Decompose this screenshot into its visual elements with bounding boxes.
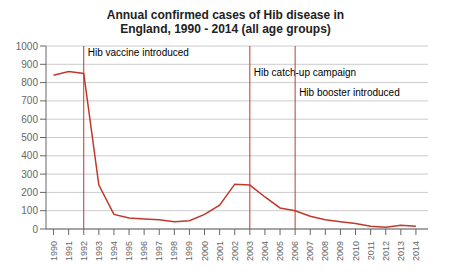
- svg-text:2009: 2009: [335, 241, 345, 261]
- svg-text:2005: 2005: [275, 241, 285, 261]
- svg-text:400: 400: [21, 150, 38, 161]
- svg-text:1995: 1995: [124, 241, 134, 261]
- svg-text:2007: 2007: [305, 241, 315, 261]
- svg-text:1997: 1997: [154, 241, 164, 261]
- svg-text:Hib booster introduced: Hib booster introduced: [299, 87, 400, 98]
- svg-text:2000: 2000: [200, 241, 210, 261]
- svg-text:2001: 2001: [215, 241, 225, 261]
- svg-text:1999: 1999: [184, 241, 194, 261]
- svg-text:Hib vaccine introduced: Hib vaccine introduced: [88, 47, 189, 58]
- svg-text:2004: 2004: [260, 241, 270, 261]
- svg-text:500: 500: [21, 132, 38, 143]
- svg-text:Hib catch-up campaign: Hib catch-up campaign: [254, 67, 356, 78]
- svg-text:2008: 2008: [320, 241, 330, 261]
- svg-text:2011: 2011: [366, 241, 376, 260]
- svg-text:1990: 1990: [49, 241, 59, 261]
- svg-text:2010: 2010: [351, 241, 361, 261]
- svg-text:2012: 2012: [381, 241, 391, 261]
- svg-text:800: 800: [21, 77, 38, 88]
- svg-text:1993: 1993: [94, 241, 104, 261]
- svg-text:2013: 2013: [396, 241, 406, 261]
- svg-text:1998: 1998: [169, 241, 179, 261]
- svg-text:300: 300: [21, 169, 38, 180]
- svg-text:1994: 1994: [109, 241, 119, 261]
- svg-text:2006: 2006: [290, 241, 300, 261]
- svg-text:2002: 2002: [230, 241, 240, 261]
- svg-text:2014: 2014: [411, 241, 421, 261]
- svg-text:1992: 1992: [79, 241, 89, 261]
- svg-text:1996: 1996: [139, 241, 149, 261]
- svg-text:600: 600: [21, 114, 38, 125]
- html-text:Annual confirmed cases of Hib: Annual confirmed cases of Hib disease in: [106, 8, 345, 22]
- svg-text:2003: 2003: [245, 241, 255, 261]
- svg-text:700: 700: [21, 95, 38, 106]
- svg-text:900: 900: [21, 59, 38, 70]
- svg-text:0: 0: [32, 224, 38, 235]
- svg-text:1991: 1991: [64, 241, 74, 261]
- svg-text:1000: 1000: [16, 41, 39, 52]
- html-text:England, 1990 - 2014 (all age: England, 1990 - 2014 (all age groups): [120, 22, 331, 36]
- svg-text:100: 100: [21, 205, 38, 216]
- svg-text:200: 200: [21, 187, 38, 198]
